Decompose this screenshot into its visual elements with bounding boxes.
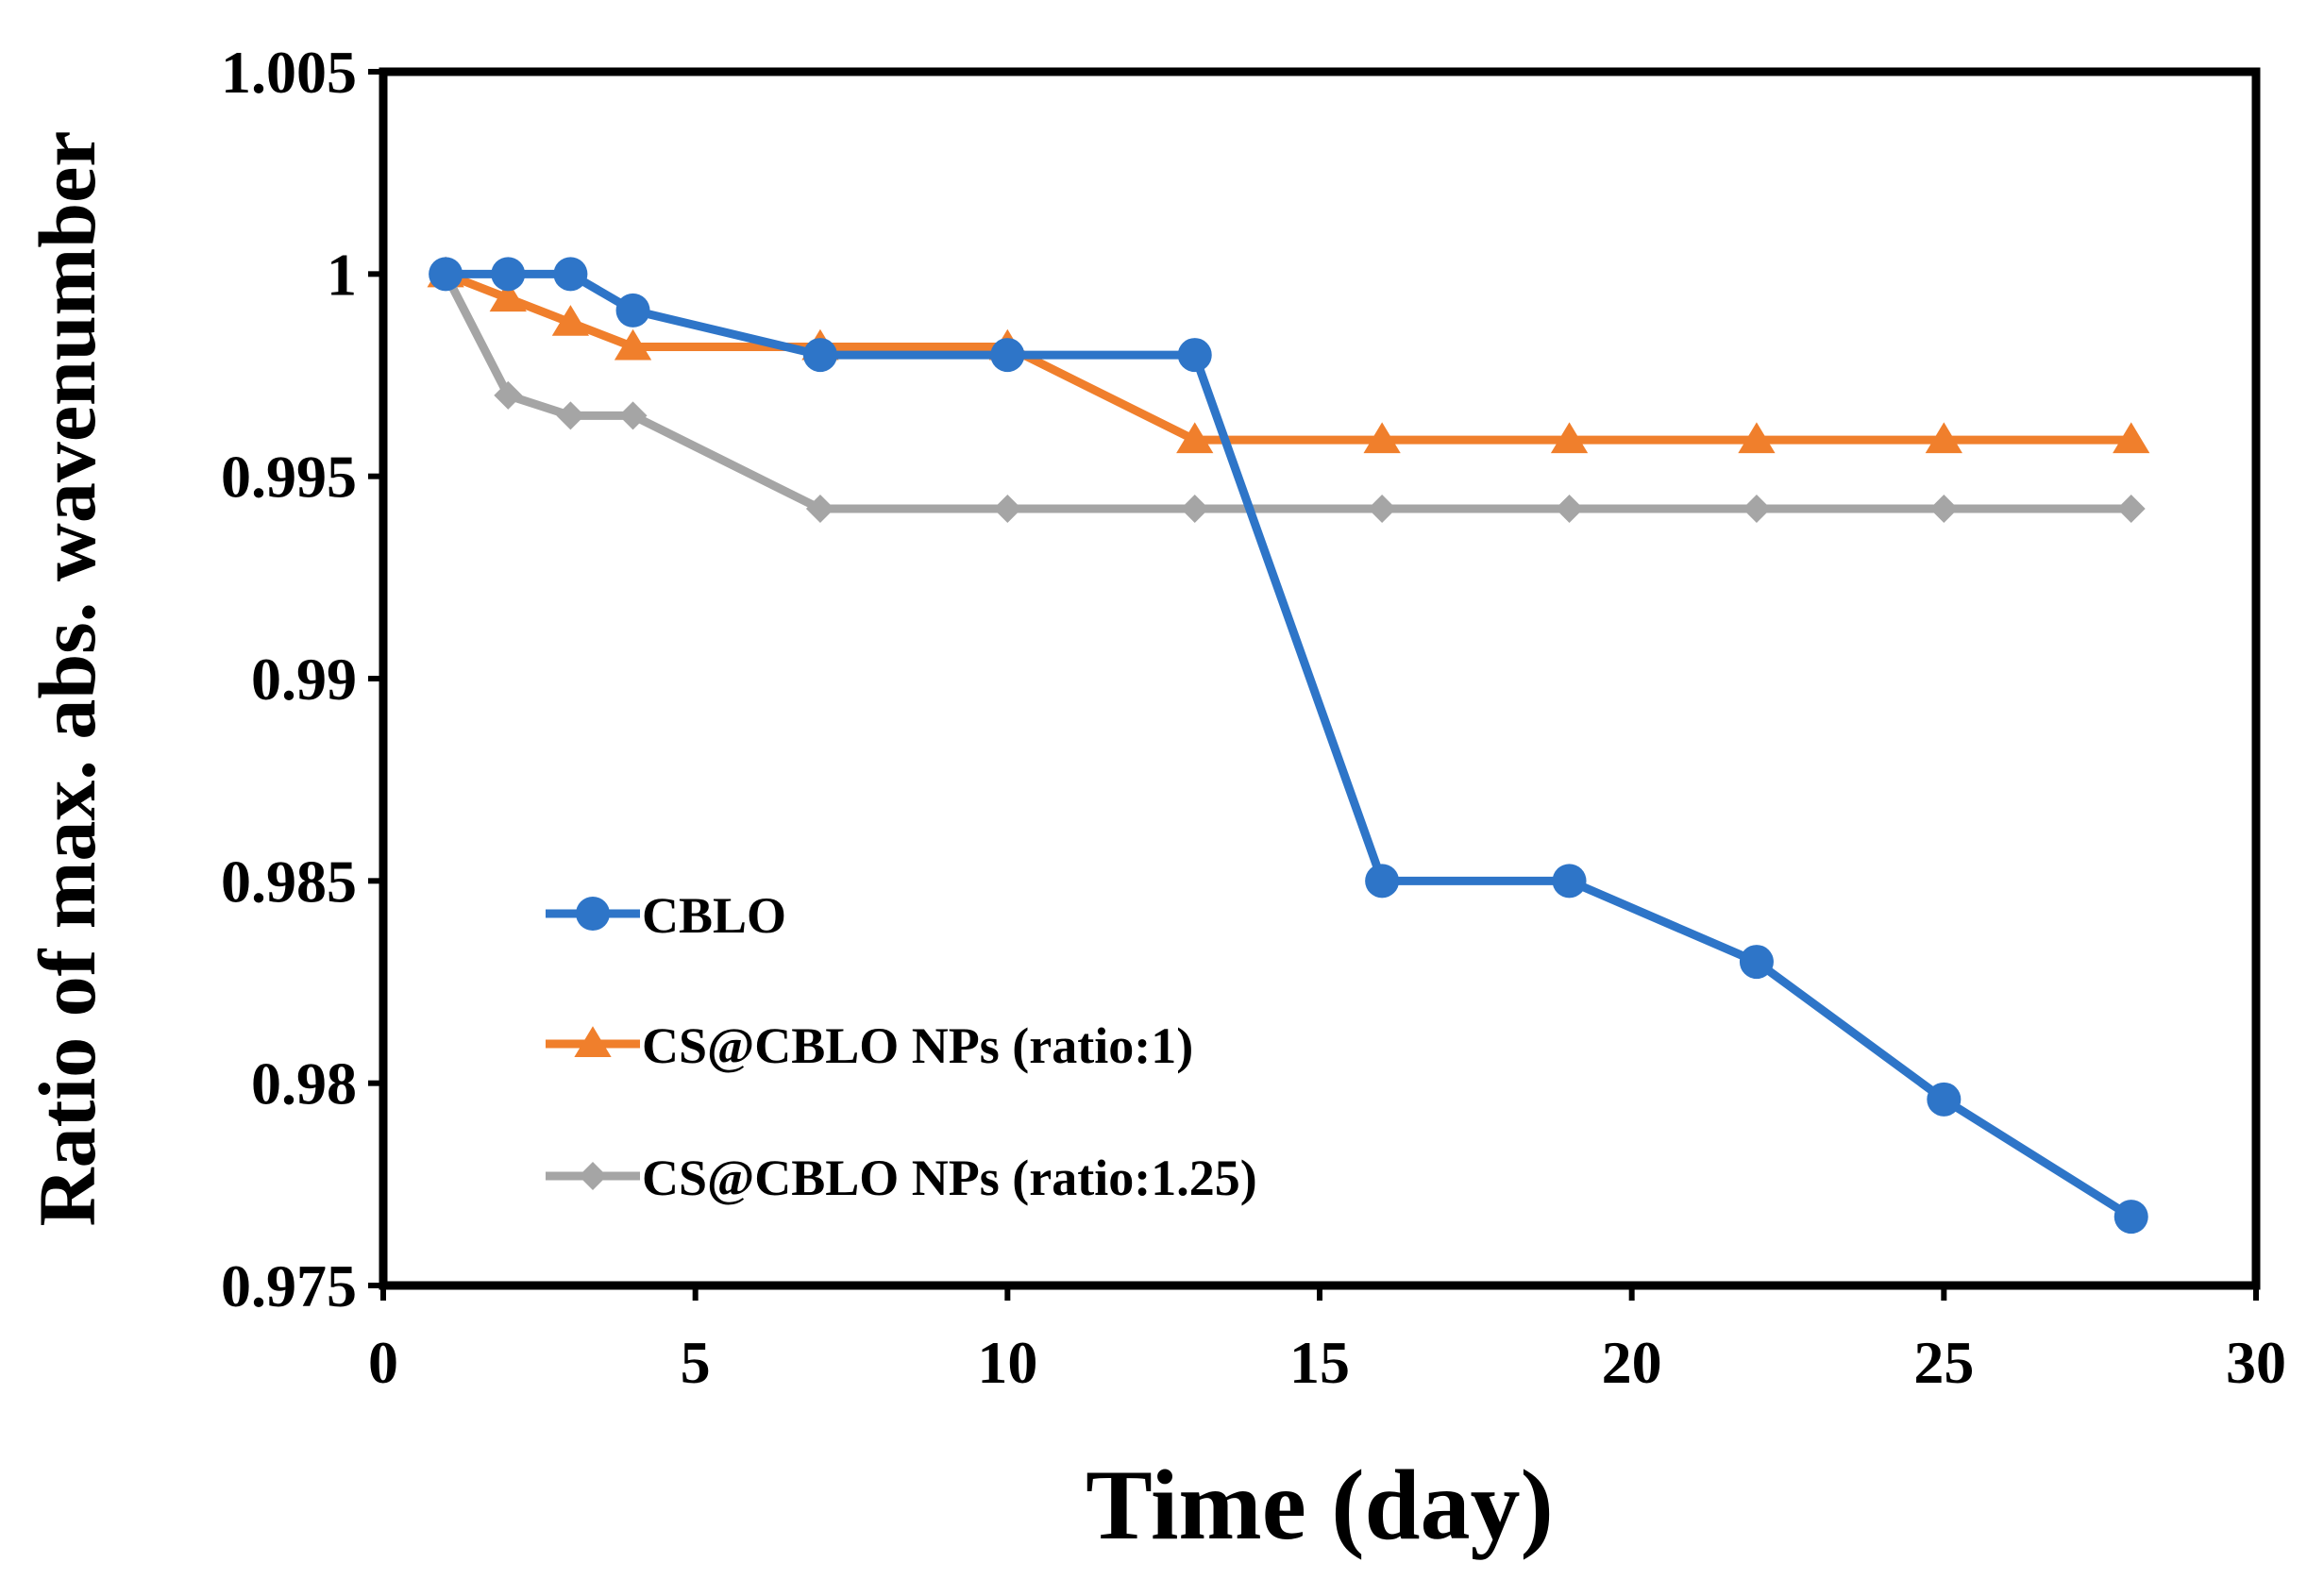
data-point	[802, 338, 837, 373]
data-point	[489, 280, 527, 312]
data-point	[1555, 494, 1584, 523]
x-tick-label: 15	[1289, 1329, 1350, 1396]
data-point	[1742, 494, 1771, 523]
legend-item: CS@CBLO NPs (ratio:1.25)	[546, 1150, 1257, 1206]
y-tick-label: 0.985	[221, 848, 357, 915]
data-point	[1550, 422, 1589, 454]
data-point	[614, 328, 652, 361]
y-tick-label: 1.005	[221, 39, 357, 106]
data-point	[2113, 422, 2150, 454]
data-point	[494, 380, 523, 410]
y-axis-ticks: 0.975 0.98 0.985 0.99 0.995 1 1.005	[221, 39, 383, 1319]
data-point	[1927, 1082, 1962, 1117]
data-point	[553, 257, 588, 292]
data-point	[429, 257, 463, 292]
data-point	[2113, 1200, 2148, 1235]
series-1	[429, 257, 2148, 1235]
series-3	[431, 260, 2146, 523]
series-layer	[427, 256, 2150, 1235]
data-point	[1739, 945, 1774, 980]
data-point	[1177, 338, 1212, 373]
x-tick-label: 20	[1602, 1329, 1662, 1396]
data-point	[1368, 494, 1397, 523]
x-tick-label: 5	[681, 1329, 711, 1396]
series-2	[427, 256, 2150, 454]
legend-swatch-marker	[579, 1162, 607, 1190]
data-point	[556, 401, 585, 430]
x-tick-label: 10	[977, 1329, 1037, 1396]
data-point	[805, 494, 834, 523]
y-axis-label: Ratio of max. abs. wavenumber	[22, 131, 112, 1227]
data-point	[615, 293, 650, 328]
data-point	[1929, 494, 1959, 523]
data-point	[2116, 494, 2146, 523]
legend-label: CBLO	[642, 887, 786, 944]
data-point	[1552, 864, 1587, 899]
data-point	[1925, 422, 1962, 454]
y-tick-label: 0.995	[221, 444, 357, 511]
plot-area-frame	[379, 67, 2261, 1290]
x-axis-ticks: 0 5 10 15 20 25 30	[368, 1285, 2286, 1396]
legend: CBLO CS@CBLO NPs (ratio:1) CS@CBLO NPs (ra…	[546, 887, 1257, 1206]
series-line	[441, 269, 2136, 445]
data-point	[1365, 864, 1400, 899]
legend-item: CS@CBLO NPs (ratio:1)	[546, 1017, 1193, 1074]
x-axis-label: Time (day)	[1086, 1450, 1554, 1560]
series-line	[441, 269, 2136, 1221]
data-point	[1738, 422, 1776, 454]
x-tick-label: 25	[1913, 1329, 1974, 1396]
y-tick-label: 0.98	[251, 1050, 357, 1117]
x-tick-label: 0	[368, 1329, 398, 1396]
legend-label: CS@CBLO NPs (ratio:1)	[642, 1017, 1193, 1074]
data-point	[491, 257, 526, 292]
data-point	[1180, 494, 1209, 523]
data-point	[618, 401, 648, 430]
legend-swatch-marker	[576, 897, 610, 931]
data-point	[990, 338, 1025, 373]
y-tick-label: 0.99	[251, 646, 357, 713]
data-point	[1176, 422, 1214, 454]
x-tick-label: 30	[2226, 1329, 2286, 1396]
legend-label: CS@CBLO NPs (ratio:1.25)	[642, 1150, 1257, 1206]
data-point	[551, 305, 590, 336]
data-point	[1363, 422, 1401, 454]
legend-item: CBLO	[546, 887, 786, 944]
legend-swatch-marker	[574, 1026, 612, 1058]
series-line	[441, 269, 2136, 513]
y-tick-label: 1	[327, 241, 357, 308]
data-point	[993, 494, 1022, 523]
y-tick-label: 0.975	[221, 1252, 357, 1319]
